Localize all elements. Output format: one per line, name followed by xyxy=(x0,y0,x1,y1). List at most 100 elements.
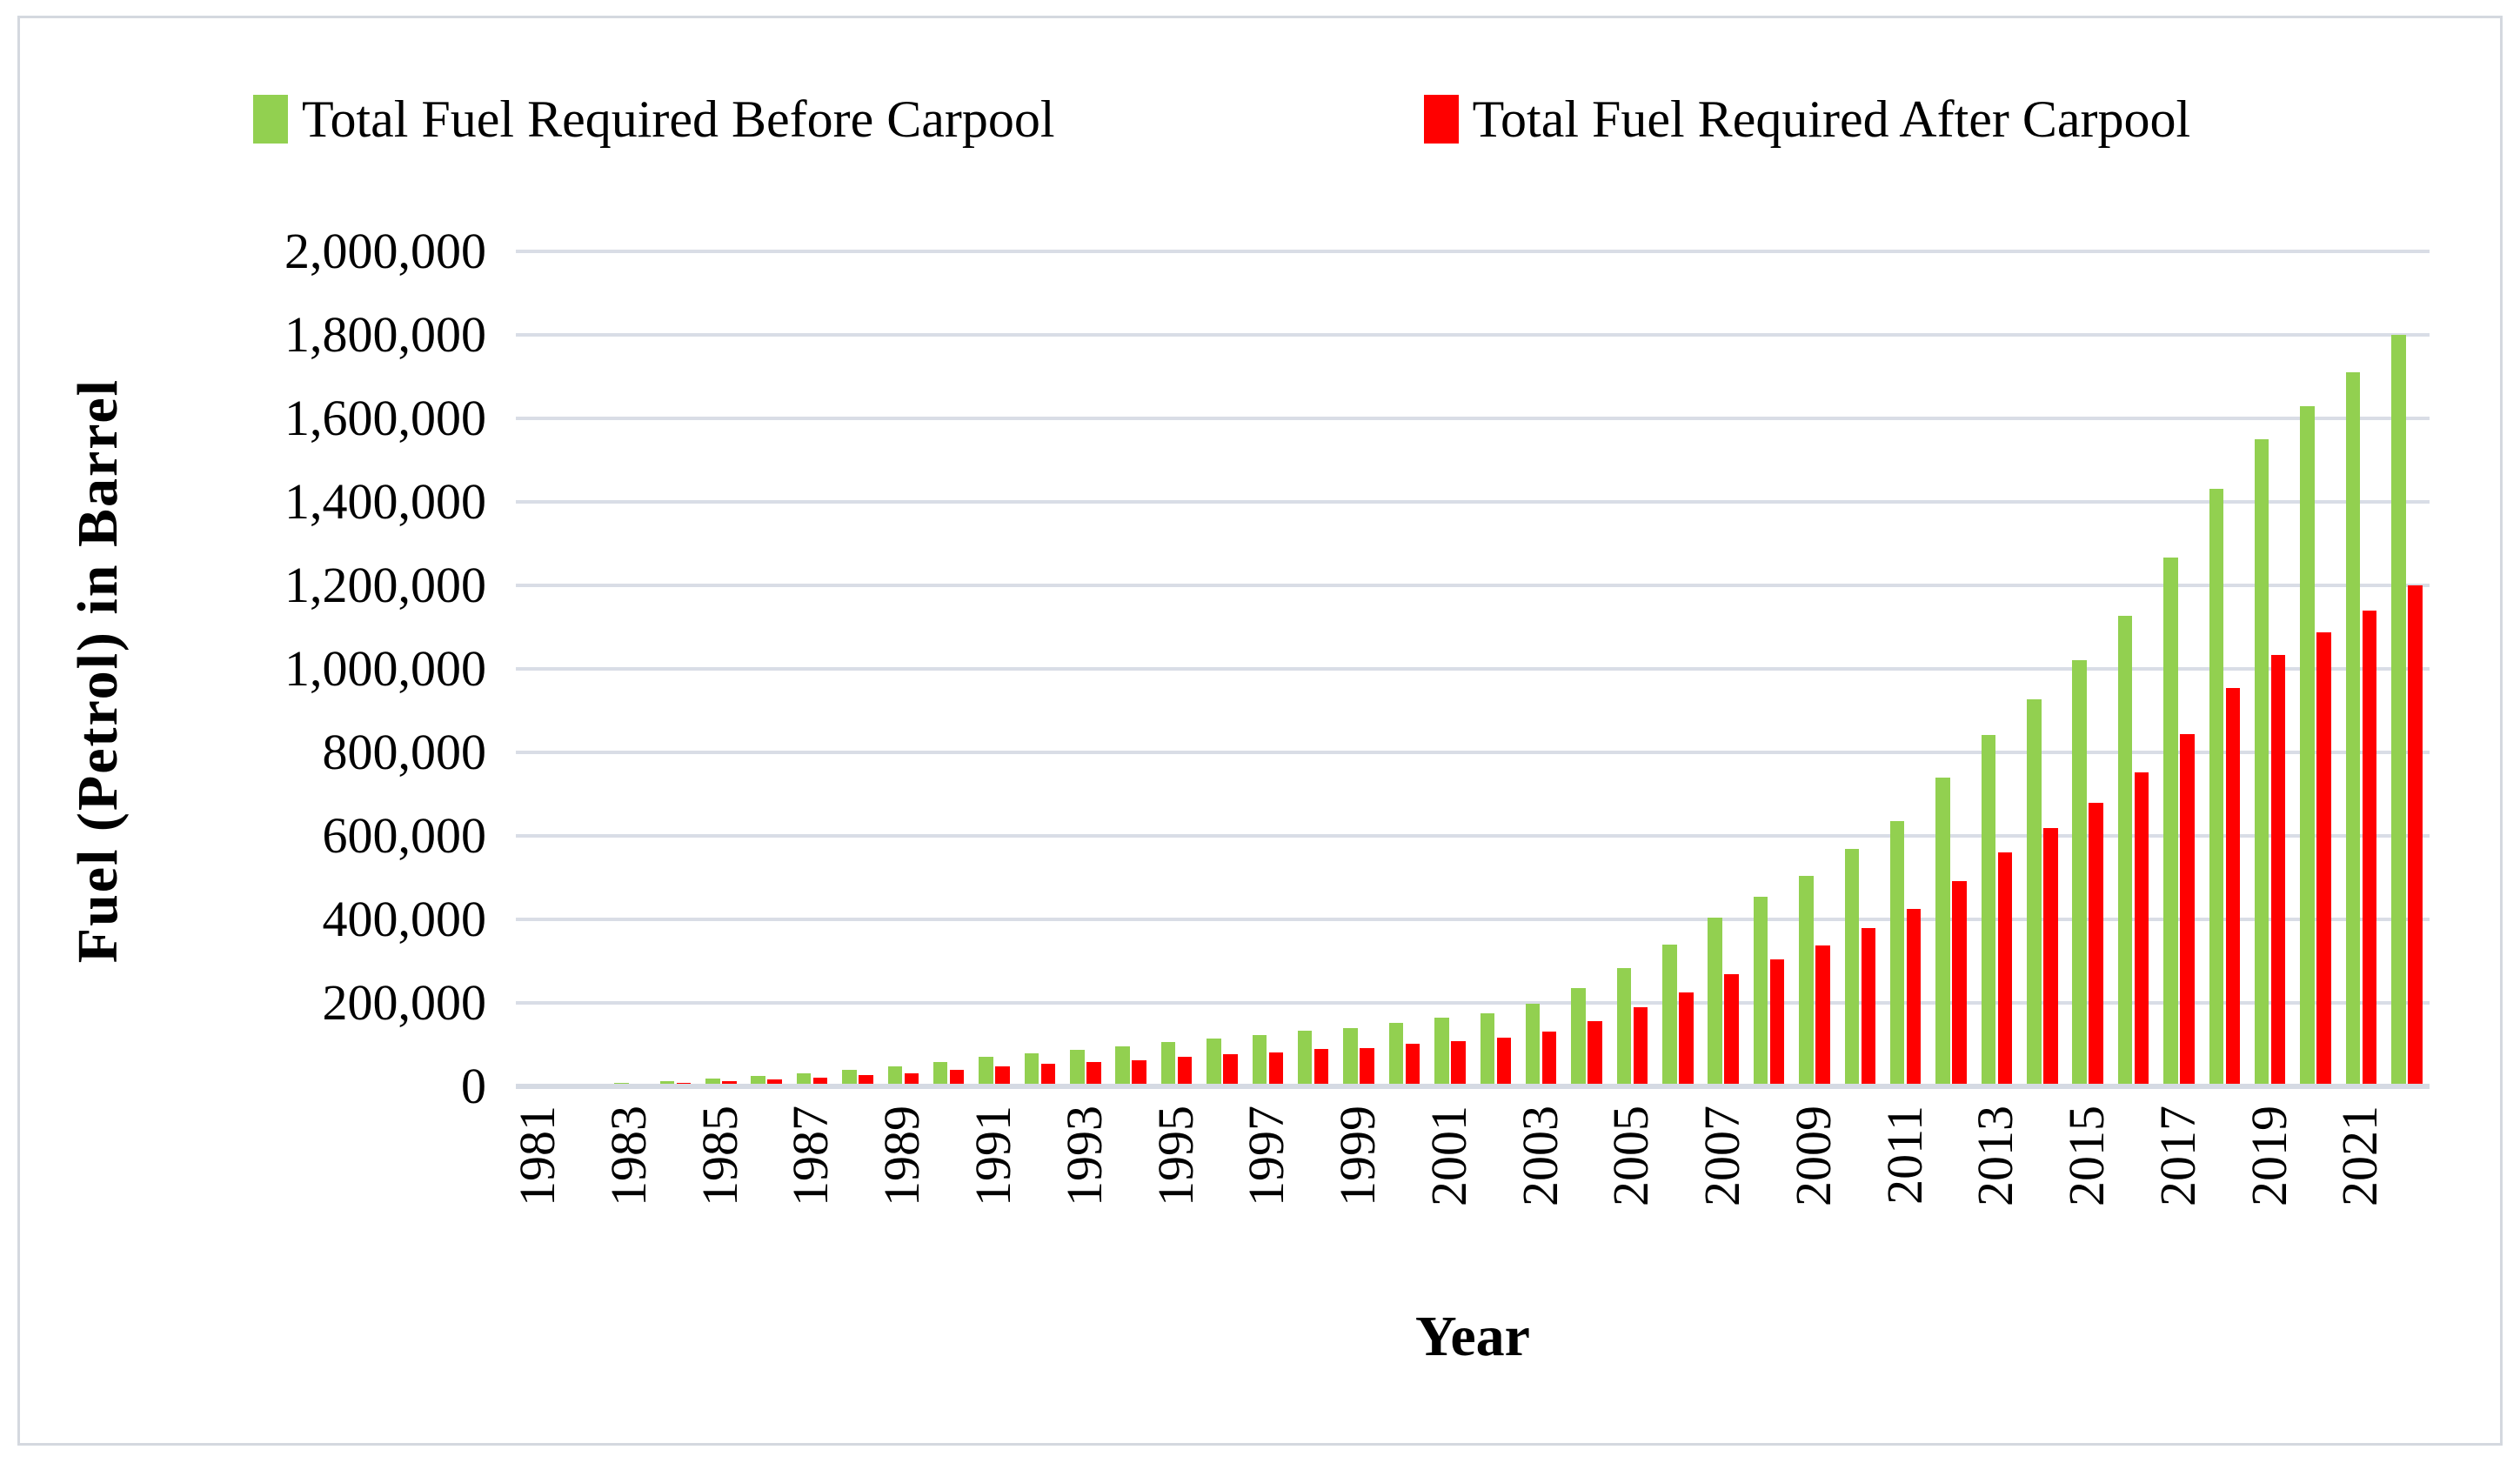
bar-after-2005 xyxy=(1633,1007,1648,1086)
x-axis-line xyxy=(516,1084,2430,1089)
bar-before-1995 xyxy=(1160,1042,1176,1086)
bar-before-1990 xyxy=(932,1062,948,1086)
legend-item-before: Total Fuel Required Before Carpool xyxy=(253,93,1055,145)
x-axis-tick-label: 1991 xyxy=(965,1106,1021,1206)
legend-swatch-after xyxy=(1423,95,1459,144)
bar-before-2004 xyxy=(1571,988,1586,1086)
bar-after-1998 xyxy=(1313,1049,1329,1086)
bar-after-2007 xyxy=(1724,974,1739,1086)
x-axis-tick-label: 2001 xyxy=(1420,1106,1477,1206)
bar-before-2013 xyxy=(1981,735,1996,1086)
bar-before-1988 xyxy=(842,1070,857,1086)
bar-before-1998 xyxy=(1297,1031,1313,1086)
bar-after-2004 xyxy=(1588,1021,1602,1086)
x-axis-tick-label: 1993 xyxy=(1055,1106,1113,1206)
bar-after-1999 xyxy=(1360,1048,1374,1086)
bar-before-2021 xyxy=(2345,372,2361,1086)
bar-after-2006 xyxy=(1679,992,1694,1086)
y-axis-tick-label: 2,000,000 xyxy=(284,223,486,279)
y-axis-tick-label: 200,000 xyxy=(322,974,487,1031)
gridline xyxy=(516,834,2430,838)
bar-after-2017 xyxy=(2180,734,2195,1086)
y-axis-tick-label: 1,600,000 xyxy=(284,390,486,446)
bar-before-2014 xyxy=(2027,699,2042,1086)
gridline xyxy=(516,500,2430,504)
bar-before-2009 xyxy=(1799,876,1814,1086)
bar-after-2010 xyxy=(1861,928,1876,1086)
bar-after-1991 xyxy=(995,1066,1010,1086)
gridline xyxy=(516,584,2430,587)
bar-after-1994 xyxy=(1132,1060,1146,1086)
bar-after-1988 xyxy=(859,1075,873,1086)
y-axis-tick-label: 600,000 xyxy=(322,807,487,864)
bar-before-2012 xyxy=(1935,778,1950,1086)
bar-after-2002 xyxy=(1496,1038,1511,1086)
bar-after-2012 xyxy=(1952,881,1967,1086)
legend-label-before: Total Fuel Required Before Carpool xyxy=(302,90,1055,148)
legend-swatch-before xyxy=(253,95,288,144)
bar-before-1993 xyxy=(1070,1050,1085,1086)
bar-before-1989 xyxy=(887,1066,903,1086)
y-axis-tick-label: 1,000,000 xyxy=(284,640,486,697)
x-axis-tick-label: 2007 xyxy=(1694,1106,1751,1206)
x-axis-tick-label: 2021 xyxy=(2331,1106,2389,1206)
x-axis-title: Year xyxy=(1415,1305,1530,1368)
gridline xyxy=(516,918,2430,921)
x-axis-tick-label: 2015 xyxy=(2058,1106,2116,1206)
bar-before-2010 xyxy=(1844,849,1860,1086)
gridline xyxy=(516,333,2430,337)
legend: Total Fuel Required Before Carpool Total… xyxy=(253,93,2190,145)
y-axis-tick-label: 1,200,000 xyxy=(284,557,486,613)
bar-after-2011 xyxy=(1906,909,1922,1086)
x-axis-tick-label: 2013 xyxy=(1967,1106,2024,1206)
x-axis-tick-label: 1995 xyxy=(1146,1106,1204,1206)
y-axis-tick-label: 1,800,000 xyxy=(284,306,486,363)
y-axis-title: Fuel (Petrol) in Barrel xyxy=(66,377,130,964)
bar-before-2017 xyxy=(2163,558,2178,1086)
bar-after-2016 xyxy=(2134,772,2149,1086)
x-axis-tick-label: 2005 xyxy=(1602,1106,1660,1206)
bar-after-2019 xyxy=(2270,655,2286,1086)
legend-label-after: Total Fuel Required After Carpool xyxy=(1472,90,2191,148)
x-axis-tick-label: 2017 xyxy=(2149,1106,2206,1206)
legend-item-after: Total Fuel Required After Carpool xyxy=(1423,90,2191,148)
bar-before-2000 xyxy=(1388,1023,1404,1086)
bar-after-1996 xyxy=(1223,1054,1238,1086)
bar-before-2022 xyxy=(2391,335,2406,1086)
bar-before-2006 xyxy=(1662,945,1677,1086)
bar-before-2007 xyxy=(1708,918,1722,1086)
bar-before-1997 xyxy=(1252,1035,1267,1086)
bar-before-2011 xyxy=(1889,821,1905,1086)
bar-before-2005 xyxy=(1616,968,1632,1086)
bar-before-1987 xyxy=(796,1073,812,1086)
gridline xyxy=(516,250,2430,253)
y-axis-tick-label: 1,400,000 xyxy=(284,473,486,530)
bar-after-1997 xyxy=(1268,1052,1284,1086)
bar-before-1999 xyxy=(1343,1028,1358,1086)
x-axis-tick-label: 2003 xyxy=(1511,1106,1568,1206)
bar-after-2013 xyxy=(1997,852,2013,1086)
gridline xyxy=(516,751,2430,754)
bar-after-1987 xyxy=(812,1078,828,1086)
x-axis-tick-label: 2019 xyxy=(2240,1106,2297,1206)
bar-before-1994 xyxy=(1115,1046,1130,1086)
bar-before-1985 xyxy=(705,1079,720,1086)
y-axis-tick-label: 400,000 xyxy=(322,891,487,947)
bar-before-2018 xyxy=(2209,489,2224,1086)
bar-before-1991 xyxy=(979,1057,993,1086)
gridline xyxy=(516,667,2430,671)
x-axis-tick-label: 1985 xyxy=(691,1106,748,1206)
bar-before-2020 xyxy=(2300,406,2315,1086)
x-axis-tick-label: 1989 xyxy=(873,1106,931,1206)
x-axis-tick-label: 1987 xyxy=(782,1106,839,1206)
gridline xyxy=(516,1001,2430,1005)
x-axis-tick-label: 1981 xyxy=(509,1106,566,1206)
gridline xyxy=(516,417,2430,420)
x-axis-tick-label: 1983 xyxy=(599,1106,657,1206)
y-axis-tick-label: 0 xyxy=(461,1058,486,1114)
bar-after-2009 xyxy=(1815,945,1830,1086)
bar-after-2020 xyxy=(2316,632,2331,1086)
x-axis-tick-label: 1997 xyxy=(1238,1106,1295,1206)
bar-after-1986 xyxy=(767,1079,782,1086)
bar-before-1992 xyxy=(1024,1053,1039,1086)
